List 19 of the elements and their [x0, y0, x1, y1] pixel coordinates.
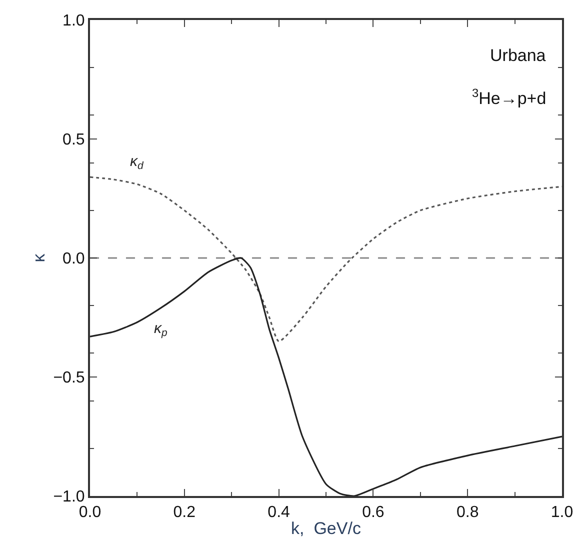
annotation: $^{3}$He→p+d [472, 86, 546, 108]
x-tick-label: 0.4 [268, 504, 290, 522]
y-tick-label: 0.5 [62, 132, 85, 149]
x-tick-label: 0.0 [78, 504, 102, 522]
x-tick-label: 0.8 [456, 504, 479, 522]
x-tick-label: 0.2 [173, 504, 196, 522]
series-label: κ$_{d}$ [130, 153, 144, 172]
line-series [90, 176, 562, 342]
series-label: κ$_{p}$ [154, 320, 168, 340]
x-axis-title: k, GeV/c [291, 519, 362, 538]
y-tick-label: −1.0 [53, 488, 85, 506]
x-tick-label: 1.0 [550, 504, 574, 522]
y-tick-label: 1.0 [62, 12, 85, 30]
y-tick-label: 0.0 [62, 250, 85, 268]
line-series [90, 257, 562, 496]
y-tick-label: −0.5 [53, 370, 85, 387]
x-tick-label: 0.6 [362, 504, 384, 522]
annotation: Urbana [490, 46, 546, 65]
y-axis-title: κ [29, 253, 48, 262]
